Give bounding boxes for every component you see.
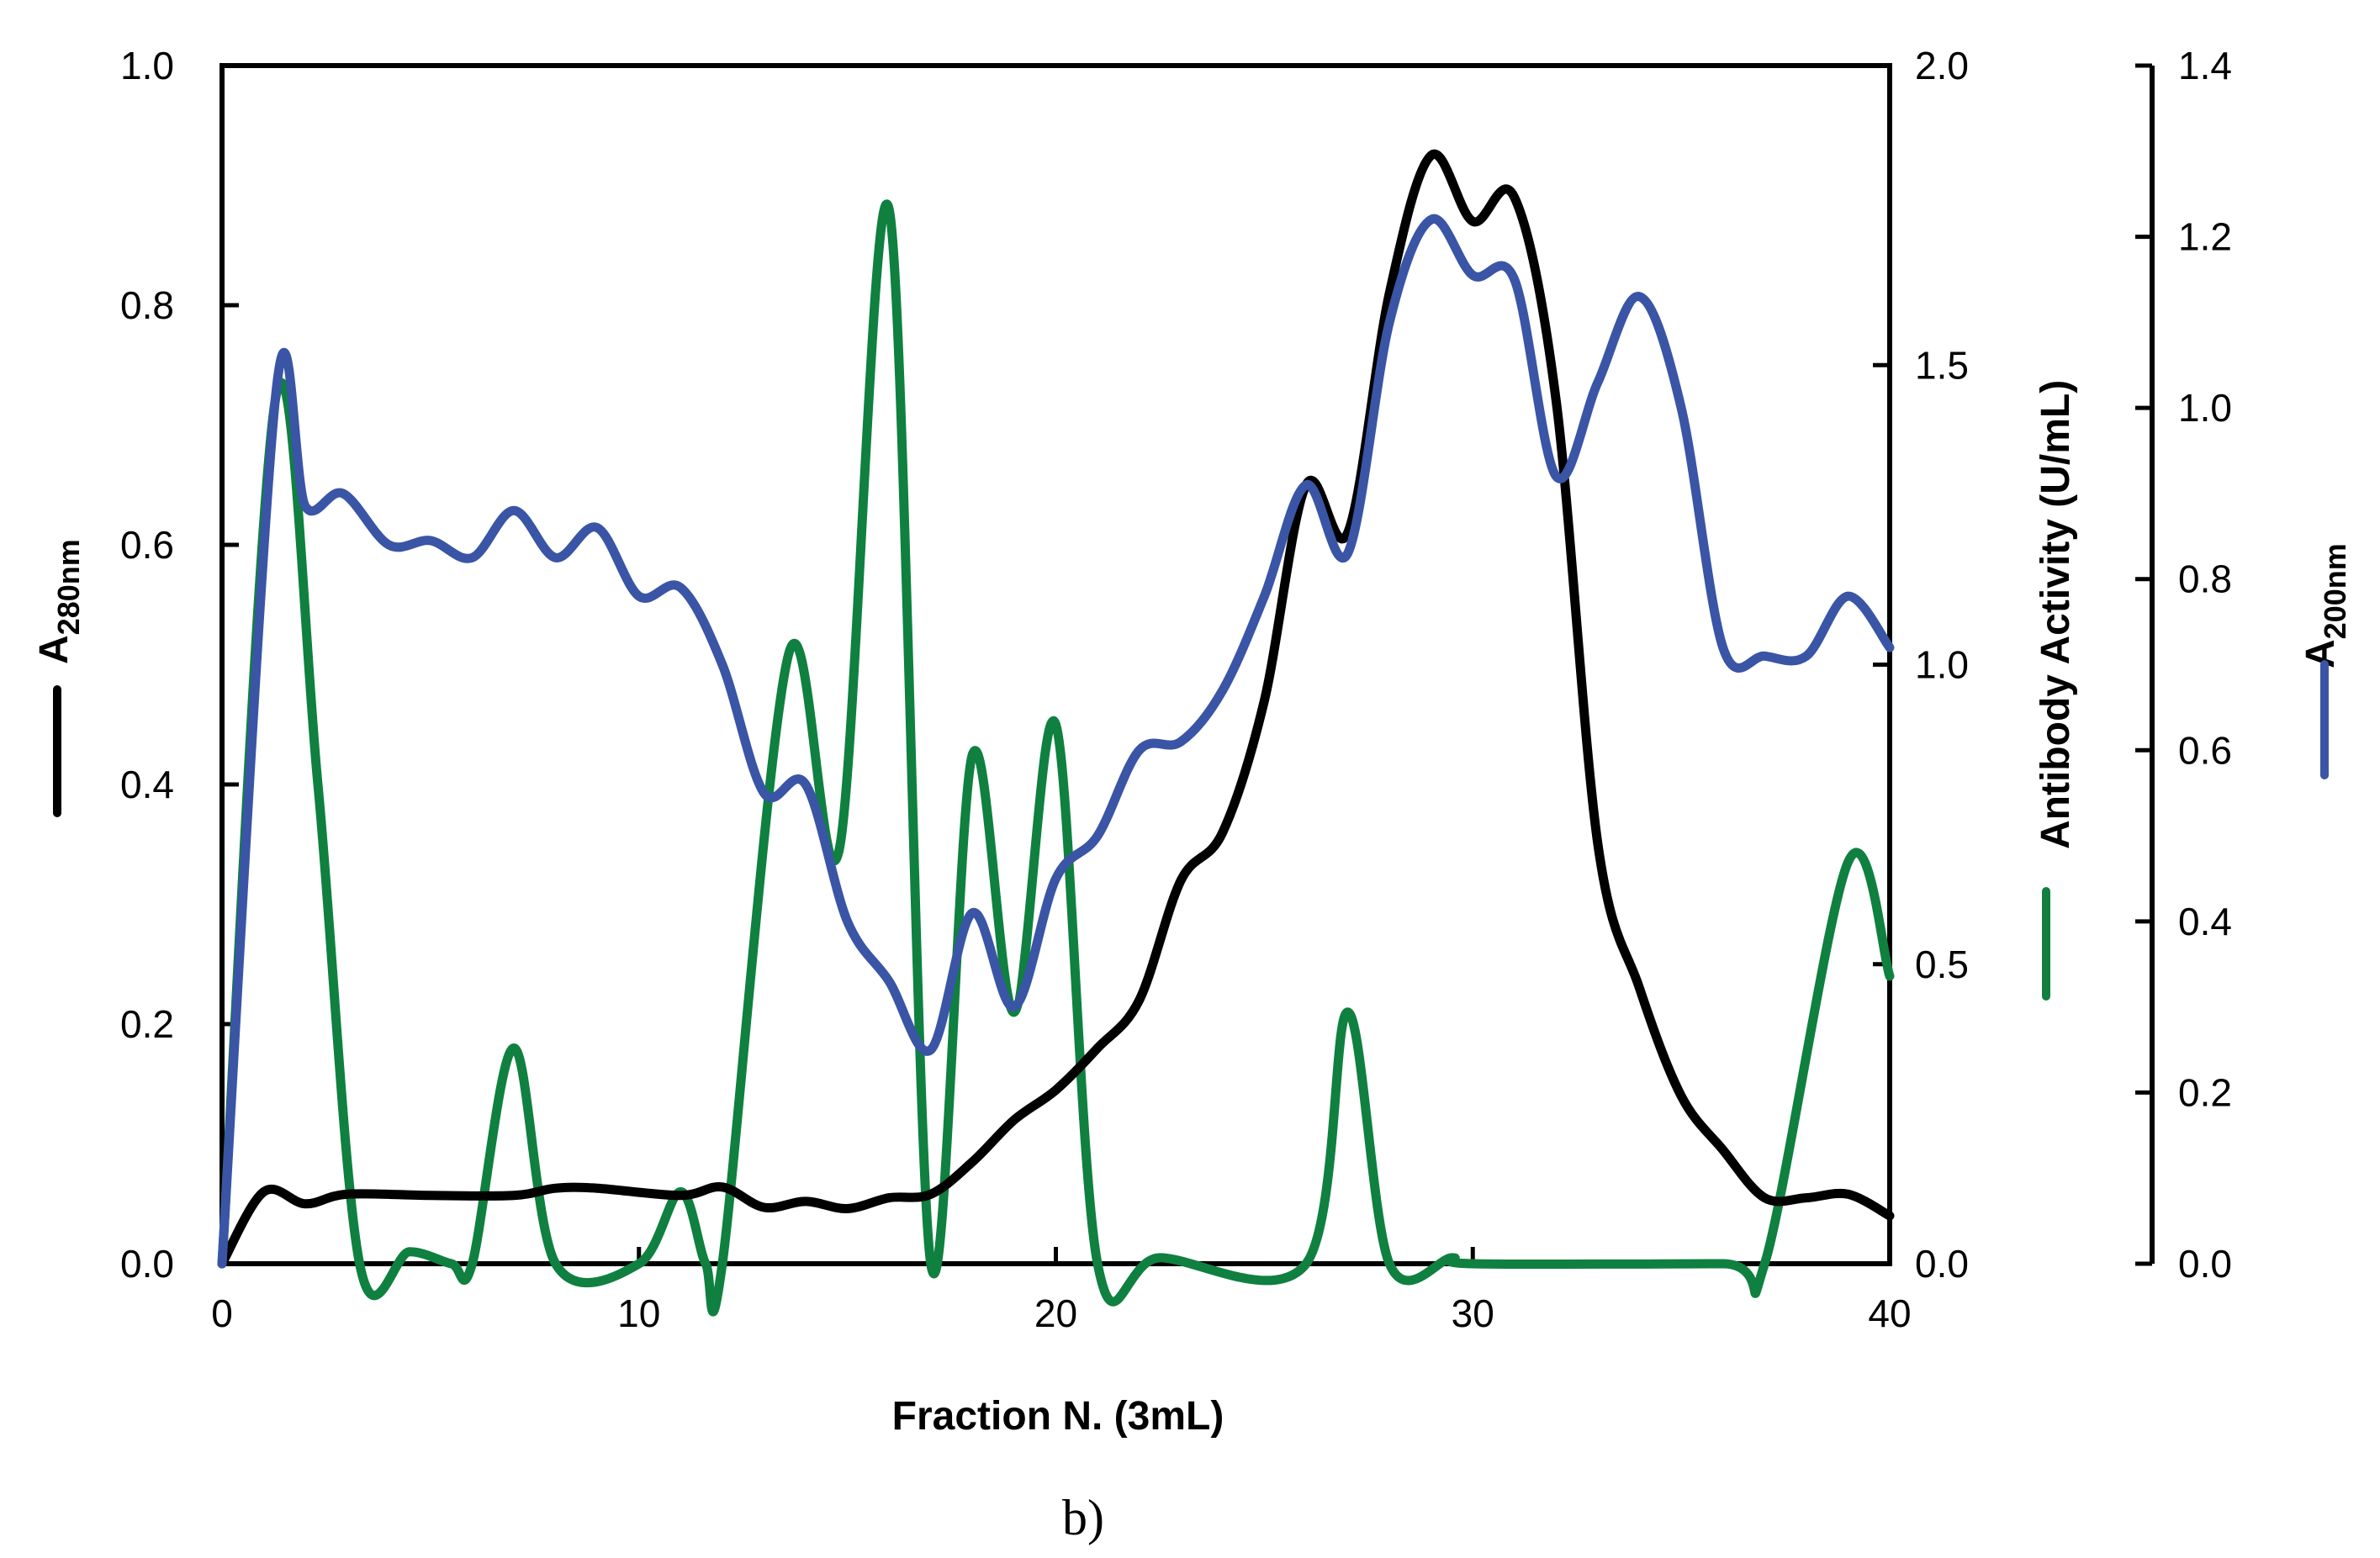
tick-label: 40 <box>1868 1291 1911 1335</box>
a200-axis-ticks: 0.0 0.2 0.4 0.6 0.8 1.0 1.2 1.4 <box>2135 44 2232 1286</box>
tick-label: 0.4 <box>120 763 174 806</box>
tick-label: 0.5 <box>1915 943 1969 986</box>
activity-axis-title: Antibody Activity (U/mL) <box>2034 380 2078 849</box>
tick-label: 1.4 <box>2178 44 2232 87</box>
tick-label: 0.2 <box>120 1002 174 1046</box>
series-line-a200nm <box>217 214 1895 1269</box>
tick-label: 1.0 <box>120 44 174 87</box>
series-line-antibody-activity-u-ml- <box>217 199 1895 1317</box>
x-axis-ticks: 0 10 20 30 40 <box>211 1247 1912 1335</box>
tick-label: 1.0 <box>2178 386 2232 430</box>
activity-axis-ticks: 0.0 0.5 1.0 1.5 2.0 <box>1873 44 1969 1286</box>
tick-label: 0.0 <box>2178 1242 2232 1286</box>
tick-label: 30 <box>1452 1291 1494 1335</box>
tick-label: 0.6 <box>2178 728 2232 772</box>
tick-label: 1.2 <box>2178 215 2232 259</box>
tick-label: 1.0 <box>1915 643 1969 687</box>
left-axis-title: A280nm <box>32 539 86 664</box>
a280-label-sub: 280nm <box>51 539 86 635</box>
tick-label: 0.0 <box>1915 1242 1969 1286</box>
tick-label: 0 <box>211 1291 233 1335</box>
tick-label: 10 <box>617 1291 660 1335</box>
tick-label: 0.8 <box>120 283 174 327</box>
tick-label: 2.0 <box>1915 44 1969 87</box>
series-layer <box>217 149 1895 1317</box>
tick-label: 0.4 <box>2178 900 2232 943</box>
a200-axis-title: A200nm <box>2298 543 2352 668</box>
left-axis-ticks: 0.0 0.2 0.4 0.6 0.8 1.0 <box>120 44 239 1286</box>
series-line-a280nm <box>217 149 1895 1269</box>
svg-text:A200nm: A200nm <box>2298 543 2352 668</box>
tick-label: 0.6 <box>120 523 174 567</box>
tick-label: 0.8 <box>2178 557 2232 601</box>
tick-label: 0.2 <box>2178 1070 2232 1114</box>
svg-text:Antibody Activity (U/mL): Antibody Activity (U/mL) <box>2034 380 2078 849</box>
x-axis-title: Fraction N. (3mL) <box>892 1394 1224 1439</box>
a200-label-sub: 200nm <box>2318 543 2352 639</box>
tick-label: 20 <box>1034 1291 1077 1335</box>
tick-label: 1.5 <box>1915 343 1969 387</box>
tick-label: 0.0 <box>120 1242 174 1286</box>
svg-text:A280nm: A280nm <box>32 539 86 664</box>
panel-label: b) <box>1062 1490 1104 1545</box>
a280-label-main: A <box>32 635 77 664</box>
